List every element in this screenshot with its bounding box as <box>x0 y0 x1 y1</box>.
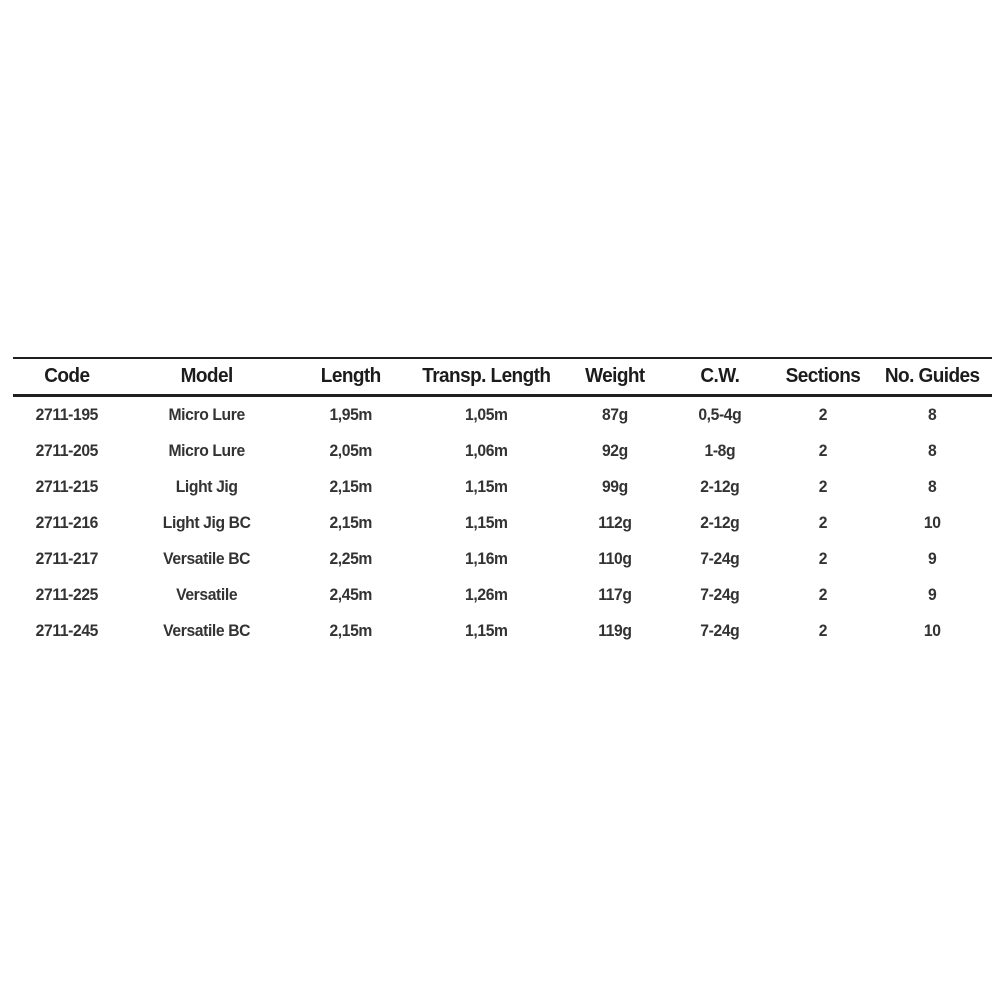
cell-length: 2,05m <box>329 441 373 460</box>
cell-model: Versatile <box>175 585 237 604</box>
cell-cw: 7-24g <box>700 549 740 568</box>
cell-sections: 2 <box>818 441 827 460</box>
cell-cw: 0,5-4g <box>698 405 742 424</box>
cell-length: 2,25m <box>329 549 373 568</box>
table-row: 2711-216 Light Jig BC 2,15m 1,15m 112g 2-12g 2… <box>13 505 992 541</box>
cell-guides: 8 <box>927 441 937 460</box>
column-header-model: Model <box>180 365 233 387</box>
cell-weight: 110g <box>598 549 632 568</box>
cell-transp_length: 1,15m <box>465 477 509 496</box>
cell-transp_length: 1,15m <box>465 513 509 532</box>
cell-code: 2711-205 <box>35 441 99 460</box>
cell-model: Versatile BC <box>162 621 250 640</box>
cell-weight: 117g <box>598 585 632 604</box>
cell-transp_length: 1,06m <box>465 441 509 460</box>
cell-length: 2,15m <box>329 477 373 496</box>
cell-sections: 2 <box>818 549 827 568</box>
table-row: 2711-245 Versatile BC 2,15m 1,15m 119g 7-24g 2… <box>13 613 992 649</box>
cell-model: Micro Lure <box>168 405 245 424</box>
cell-cw: 1-8g <box>704 441 736 460</box>
cell-cw: 7-24g <box>700 621 740 640</box>
cell-sections: 2 <box>818 621 827 640</box>
cell-transp_length: 1,15m <box>465 621 509 640</box>
table-row: 2711-217 Versatile BC 2,25m 1,16m 110g 7-24g 2… <box>13 541 992 577</box>
cell-guides: 10 <box>923 513 941 532</box>
column-header-sections: Sections <box>785 365 860 387</box>
table-row: 2711-205 Micro Lure 2,05m 1,06m 92g 1-8g 2 8 <box>13 433 992 469</box>
cell-model: Micro Lure <box>168 441 245 460</box>
cell-weight: 92g <box>602 441 628 460</box>
column-header-length: Length <box>320 365 381 387</box>
cell-sections: 2 <box>818 477 827 496</box>
column-header-weight: Weight <box>585 365 645 387</box>
cell-guides: 10 <box>923 621 941 640</box>
cell-guides: 9 <box>927 585 937 604</box>
cell-sections: 2 <box>818 513 827 532</box>
cell-weight: 87g <box>602 405 628 424</box>
table-header-row: Code Model Length Transp. Length Weight C.W. S… <box>13 359 992 397</box>
cell-model: Versatile BC <box>162 549 250 568</box>
cell-guides: 8 <box>927 405 937 424</box>
cell-cw: 2-12g <box>700 513 740 532</box>
cell-length: 2,15m <box>329 513 373 532</box>
spec-table: Code Model Length Transp. Length Weight C.W. S… <box>13 357 992 649</box>
cell-guides: 9 <box>927 549 937 568</box>
cell-code: 2711-216 <box>35 513 99 532</box>
column-header-code: Code <box>44 365 90 387</box>
cell-weight: 99g <box>602 477 628 496</box>
table-row: 2711-195 Micro Lure 1,95m 1,05m 87g 0,5-4g 2 8 <box>13 397 992 433</box>
cell-code: 2711-215 <box>35 477 99 496</box>
cell-model: Light Jig BC <box>162 513 251 532</box>
cell-length: 1,95m <box>329 405 373 424</box>
table-row: 2711-215 Light Jig 2,15m 1,15m 99g 2-12g 2 8 <box>13 469 992 505</box>
cell-transp_length: 1,26m <box>465 585 509 604</box>
table-row: 2711-225 Versatile 2,45m 1,26m 117g 7-24g 2 9 <box>13 577 992 613</box>
cell-length: 2,45m <box>329 585 373 604</box>
column-header-cw: C.W. <box>700 365 740 387</box>
cell-code: 2711-225 <box>35 585 99 604</box>
cell-transp_length: 1,05m <box>465 405 509 424</box>
cell-code: 2711-195 <box>35 405 99 424</box>
cell-guides: 8 <box>927 477 937 496</box>
cell-cw: 2-12g <box>700 477 740 496</box>
cell-weight: 119g <box>598 621 632 640</box>
cell-sections: 2 <box>818 405 827 424</box>
table-body: 2711-195 Micro Lure 1,95m 1,05m 87g 0,5-4g 2 8 2… <box>13 397 992 649</box>
cell-weight: 112g <box>598 513 632 532</box>
cell-transp_length: 1,16m <box>465 549 509 568</box>
cell-model: Light Jig <box>175 477 238 496</box>
column-header-transp_length: Transp. Length <box>422 365 552 387</box>
cell-code: 2711-245 <box>35 621 99 640</box>
cell-code: 2711-217 <box>35 549 99 568</box>
cell-sections: 2 <box>818 585 827 604</box>
cell-cw: 7-24g <box>700 585 740 604</box>
cell-length: 2,15m <box>329 621 373 640</box>
column-header-guides: No. Guides <box>884 365 980 387</box>
